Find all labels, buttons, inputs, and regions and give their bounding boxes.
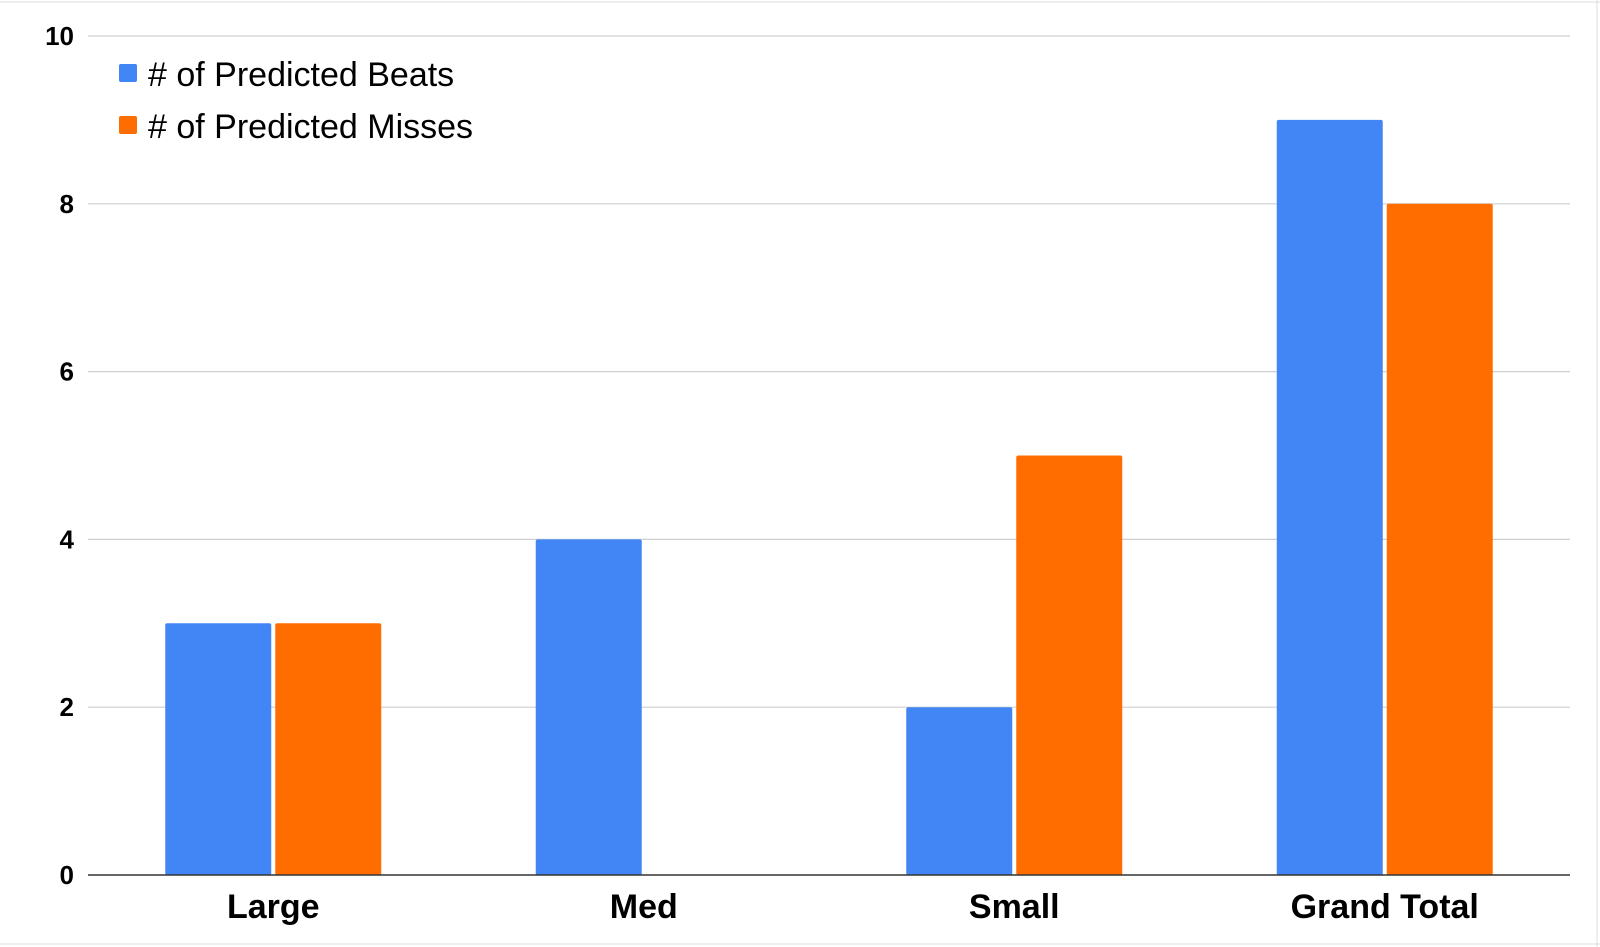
y-tick-label-4: 4 (60, 524, 75, 554)
y-axis-tick-labels: 0 2 4 6 8 10 (45, 21, 74, 890)
x-tick-label-med: Med (610, 888, 678, 926)
bar-misses-small (1016, 455, 1123, 875)
x-tick-label-small: Small (969, 888, 1060, 926)
bar-misses-large (275, 623, 382, 875)
bars (165, 119, 1493, 876)
legend: # of Predicted Beats # of Predicted Misse… (119, 56, 473, 146)
bar-beats-med (535, 539, 642, 875)
legend-swatch-beats (119, 64, 137, 82)
bar-beats-grand-total (1276, 119, 1383, 875)
x-axis-category-labels: Large Med Small Grand Total (227, 888, 1479, 926)
x-tick-label-large: Large (227, 888, 320, 926)
bar-misses-grand-total (1386, 203, 1493, 876)
legend-label-misses: # of Predicted Misses (148, 108, 473, 146)
y-tick-label-6: 6 (60, 357, 74, 387)
x-tick-label-grand-total: Grand Total (1291, 888, 1479, 926)
y-tick-label-0: 0 (60, 860, 74, 890)
bar-beats-large (165, 623, 272, 875)
y-tick-label-10: 10 (45, 21, 74, 51)
bar-beats-small (906, 707, 1013, 875)
y-tick-label-2: 2 (60, 692, 74, 722)
legend-label-beats: # of Predicted Beats (148, 56, 454, 94)
legend-swatch-misses (119, 116, 137, 134)
y-tick-label-8: 8 (60, 189, 74, 219)
